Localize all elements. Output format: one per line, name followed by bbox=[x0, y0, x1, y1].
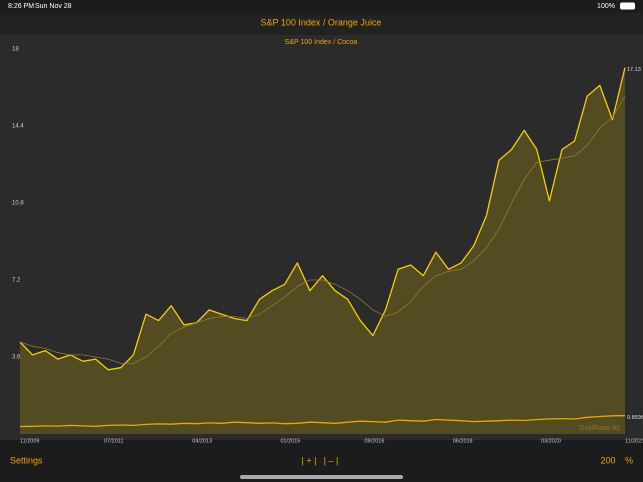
y-tick-label: 18 bbox=[12, 47, 19, 53]
settings-button[interactable]: Settings bbox=[10, 455, 43, 465]
amount[interactable]: 200 bbox=[600, 455, 615, 465]
status-battery: 100% bbox=[597, 3, 615, 10]
line bbox=[19, 67, 626, 371]
zoom-out-button[interactable]: | – | bbox=[324, 455, 339, 465]
x-tick-label: 11/2021 bbox=[625, 438, 643, 444]
chart-subtitle: S&P 100 Index / Cocoa bbox=[285, 39, 358, 46]
watermark: GoldRatio #2 bbox=[579, 425, 620, 432]
status-date: Sun Nov 28 bbox=[35, 3, 72, 10]
area bbox=[20, 67, 625, 434]
line bbox=[19, 414, 626, 428]
home-indicator bbox=[240, 475, 403, 479]
x-tick-label: 01/2015 bbox=[280, 438, 300, 444]
header-title: S&P 100 Index / Orange Juice bbox=[261, 17, 382, 27]
end-label: 0.8596 bbox=[627, 415, 643, 421]
y-tick-label: 14.4 bbox=[12, 124, 24, 130]
y-tick-label: 10.8 bbox=[12, 201, 24, 207]
chart-area bbox=[0, 35, 643, 440]
x-tick-label: 11/2009 bbox=[20, 438, 39, 444]
y-tick-label: 7.2 bbox=[12, 278, 21, 284]
header bbox=[0, 13, 643, 35]
battery-icon bbox=[620, 2, 635, 10]
zoom-in-button[interactable]: | + | bbox=[302, 455, 317, 465]
end-label: 17.13 bbox=[627, 67, 641, 73]
y-tick-label: 3.6 bbox=[12, 355, 21, 361]
plot: 3.6 7.2 10.8 14.4 18 11/2009 07/2011 04/2013 01/… bbox=[12, 47, 643, 445]
unit: % bbox=[625, 455, 633, 465]
x-tick-label: 06/2018 bbox=[453, 438, 473, 444]
x-tick-label: 04/2013 bbox=[192, 438, 212, 444]
x-tick-label: 09/2016 bbox=[365, 438, 385, 444]
x-tick-label: 07/2011 bbox=[104, 438, 123, 444]
x-tick-label: 03/2020 bbox=[541, 438, 561, 444]
status-time: 8:26 PM bbox=[8, 3, 34, 10]
line bbox=[19, 95, 626, 364]
